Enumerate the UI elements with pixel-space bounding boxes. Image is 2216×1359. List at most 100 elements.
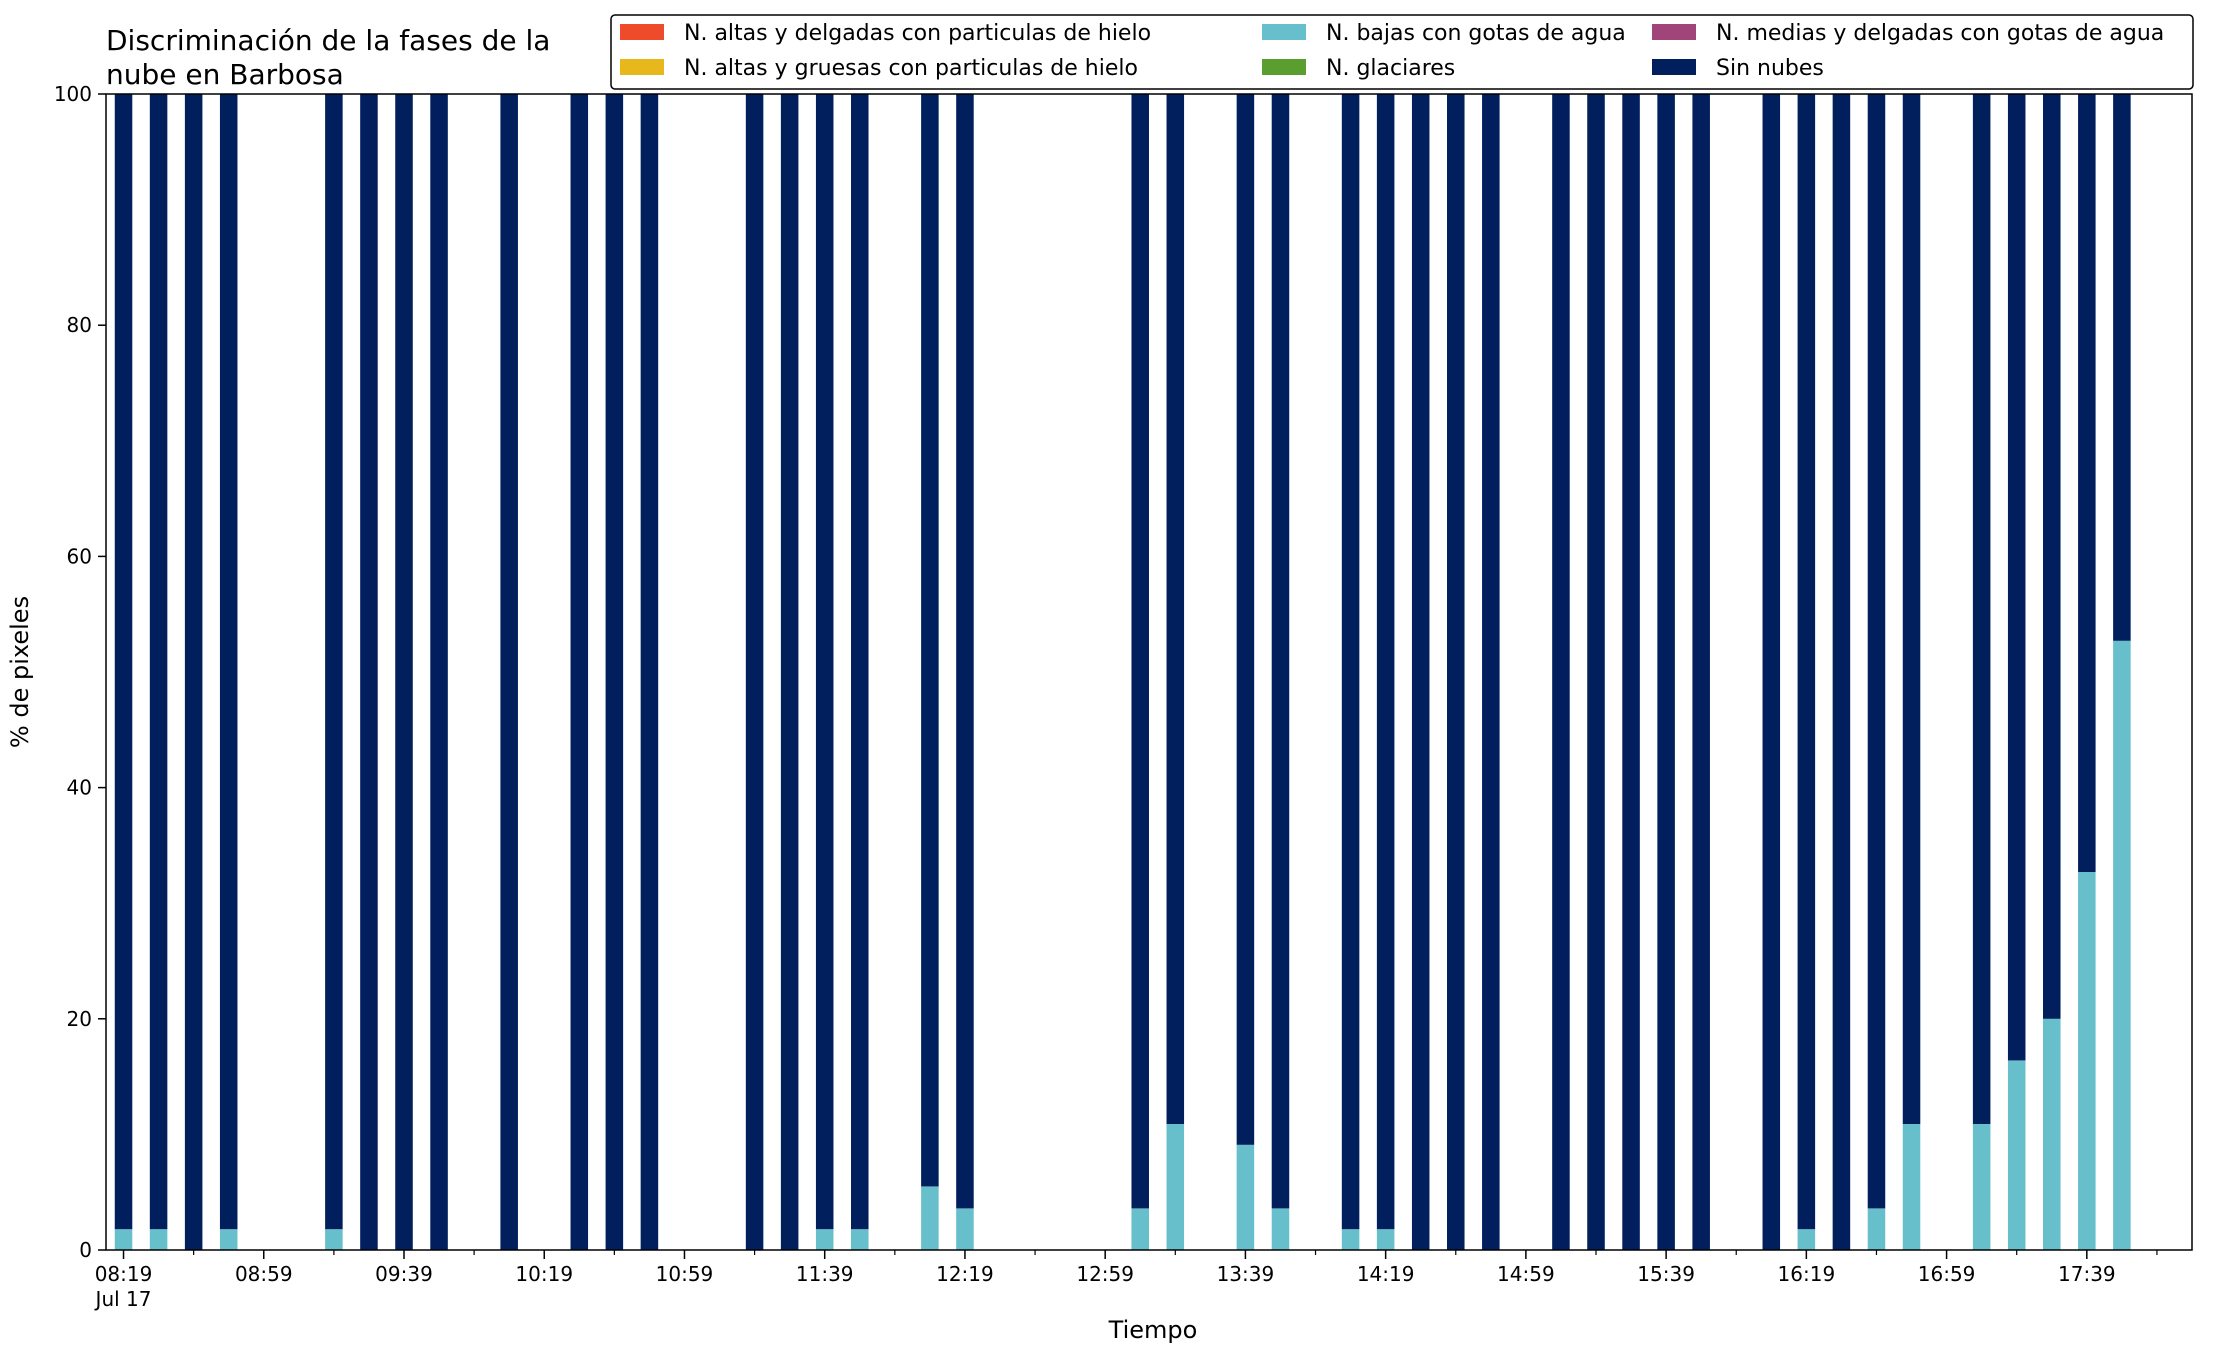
bar-segment [570, 94, 589, 1250]
legend-swatch [1652, 59, 1696, 75]
bar-segment [1972, 1124, 1991, 1250]
legend-label: N. glaciares [1326, 56, 1455, 81]
bar-segment [2078, 871, 2096, 1250]
x-axis-label: Tiempo [1108, 1316, 1198, 1344]
bar-segment [1341, 94, 1360, 1230]
bar-segment [2113, 640, 2131, 1250]
y-tick-label: 60 [67, 544, 92, 568]
y-tick-label: 100 [54, 82, 92, 106]
bar-segment [500, 94, 518, 1250]
bar-segment [2007, 1060, 2026, 1250]
bar-segment [851, 1229, 869, 1250]
y-tick-label: 40 [67, 776, 92, 800]
bar-segment [1166, 94, 1185, 1124]
bar-segment [1867, 94, 1886, 1209]
legend: N. altas y delgadas con particulas de hi… [610, 14, 2194, 90]
bar-segment [430, 94, 448, 1250]
x-tick-label: 10:19 [515, 1262, 573, 1286]
bar-segment [2078, 94, 2096, 872]
bar-segment [114, 94, 133, 1230]
bar-segment [1622, 94, 1640, 1250]
bar-segment [1832, 94, 1851, 1250]
bar-segment [1131, 94, 1149, 1209]
bar-segment [1657, 94, 1675, 1250]
bar-segment [1762, 94, 1781, 1250]
bar-segment [956, 94, 974, 1209]
x-tick-label: 13:39 [1217, 1262, 1275, 1286]
legend-swatch [1262, 59, 1306, 75]
y-axis-label: % de pixeles [6, 596, 34, 748]
bar-segment [921, 94, 939, 1187]
x-tick-label: 10:59 [656, 1262, 714, 1286]
y-tick-label: 20 [67, 1007, 92, 1031]
legend-label: Sin nubes [1716, 56, 1824, 81]
x-tick-label: 14:19 [1357, 1262, 1415, 1286]
bar-segment [219, 1229, 238, 1250]
bar-segment [184, 94, 203, 1250]
x-tick-label: 14:59 [1497, 1262, 1555, 1286]
bar-segment [149, 1229, 168, 1250]
x-date-label: Jul 17 [94, 1287, 152, 1311]
legend-swatch [620, 59, 664, 75]
bar-segment [395, 94, 413, 1250]
legend-box [610, 14, 2194, 90]
y-tick-label: 0 [79, 1238, 92, 1262]
bar-segment [605, 94, 624, 1250]
bar-segment [815, 1229, 834, 1250]
bar-segment [1482, 94, 1500, 1250]
y-tick-label: 80 [67, 313, 92, 337]
bar-segment [1867, 1208, 1886, 1250]
x-tick-label: 17:39 [2058, 1262, 2116, 1286]
bars-layer [114, 94, 2131, 1250]
bar-segment [114, 1229, 133, 1250]
legend-label: N. altas y delgadas con particulas de hi… [684, 21, 1151, 46]
bar-segment [1902, 1124, 1921, 1250]
bar-segment [2043, 94, 2061, 1019]
bar-segment [815, 94, 834, 1230]
x-tick-label: 08:59 [235, 1262, 293, 1286]
x-tick-label: 12:59 [1076, 1262, 1134, 1286]
bar-segment [1797, 1229, 1816, 1250]
x-tick-label: 08:19 [95, 1262, 153, 1286]
x-tick-label: 11:39 [796, 1262, 854, 1286]
bar-segment [921, 1186, 939, 1250]
bar-segment [2113, 94, 2131, 641]
bar-segment [1797, 94, 1816, 1230]
bar-segment [851, 94, 869, 1230]
bar-segment [1376, 1229, 1395, 1250]
bar-segment [1271, 94, 1290, 1209]
legend-swatch [1262, 24, 1306, 40]
x-tick-label: 15:39 [1637, 1262, 1695, 1286]
legend-swatch [620, 24, 664, 40]
legend-label: N. bajas con gotas de agua [1326, 21, 1626, 46]
bar-segment [325, 94, 343, 1230]
bar-segment [1411, 94, 1430, 1250]
chart-title: Discriminación de la fases de la nube en … [106, 24, 550, 91]
bar-segment [1972, 94, 1991, 1124]
bar-segment [956, 1208, 974, 1250]
bar-segment [745, 94, 764, 1250]
bar-segment [1131, 1208, 1149, 1250]
bar-segment [2007, 94, 2026, 1061]
bar-segment [1236, 94, 1255, 1145]
bar-segment [1236, 1144, 1255, 1250]
legend-label: N. altas y gruesas con particulas de hie… [684, 56, 1138, 81]
x-tick-label: 16:19 [1778, 1262, 1836, 1286]
chart-title-line: Discriminación de la fases de la [106, 24, 550, 57]
bar-segment [1447, 94, 1465, 1250]
bar-segment [640, 94, 659, 1250]
x-tick-label: 09:39 [375, 1262, 433, 1286]
bar-segment [2043, 1018, 2061, 1250]
bar-segment [1552, 94, 1570, 1250]
bar-segment [1166, 1124, 1185, 1250]
legend-label: N. medias y delgadas con gotas de agua [1716, 21, 2164, 46]
bar-segment [325, 1229, 343, 1250]
bar-segment [1587, 94, 1605, 1250]
bar-segment [219, 94, 238, 1230]
bar-segment [1692, 94, 1710, 1250]
bar-segment [1902, 94, 1921, 1124]
bar-segment [1271, 1208, 1290, 1250]
